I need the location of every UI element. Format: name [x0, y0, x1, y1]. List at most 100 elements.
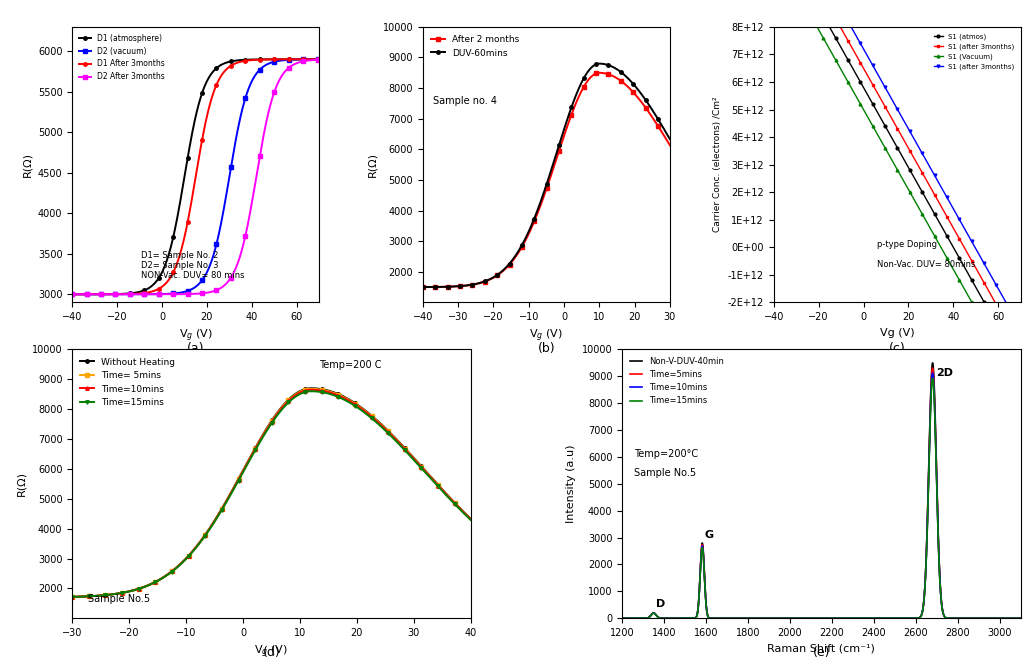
S1 (after 3months) — [887, 116, 899, 124]
Non-V-DUV-40min — [964, 614, 976, 622]
Time=10mins — [367, 414, 379, 422]
Text: Sample no. 4: Sample no. 4 — [433, 96, 497, 106]
S1 (after 3months) — [885, 94, 897, 102]
D2 (vacuum) — [66, 290, 78, 298]
DUV-60mins — [529, 214, 541, 222]
Line: Time=5mins: Time=5mins — [622, 368, 1021, 618]
DUV-60mins — [417, 283, 429, 291]
Text: Temp=200°C: Temp=200°C — [634, 449, 698, 459]
Line: Without Heating: Without Heating — [70, 386, 472, 599]
X-axis label: V$_g$ (V): V$_g$ (V) — [178, 328, 212, 344]
S1 (after 3months) — [1008, 333, 1021, 341]
Time=10mins — [787, 614, 799, 622]
DUV-60mins — [581, 68, 594, 76]
DUV-60mins — [562, 112, 574, 120]
Time=15mins — [246, 451, 259, 459]
Line: S1 (after 3months): S1 (after 3months) — [772, 0, 1022, 349]
Time=10mins — [685, 614, 697, 622]
S1 (Vacuum) — [1008, 374, 1021, 382]
Time=5mins — [787, 614, 799, 622]
S1 (after 3months) — [914, 146, 927, 155]
Time=10mins — [769, 614, 781, 622]
Time=10mins — [964, 614, 976, 622]
Time=10mins — [616, 614, 628, 622]
Time=10mins — [465, 515, 477, 523]
Time= 5mins — [301, 385, 313, 393]
DUV-60mins — [480, 277, 493, 285]
Legend: Without Heating, Time= 5mins, Time=10mins, Time=15mins: Without Heating, Time= 5mins, Time=10min… — [76, 354, 178, 411]
D2 After 3months — [130, 290, 142, 298]
Time=10mins — [333, 392, 345, 400]
S1 (atmos) — [887, 135, 899, 143]
Time=10mins — [927, 369, 939, 377]
X-axis label: V$_g$ (V): V$_g$ (V) — [255, 644, 289, 660]
Time= 5mins — [465, 515, 477, 523]
DUV-60mins — [461, 282, 473, 290]
D2 (vacuum) — [252, 67, 264, 75]
Time=10mins — [777, 614, 790, 622]
After 2 months — [603, 71, 616, 79]
Line: DUV-60mins: DUV-60mins — [422, 62, 671, 289]
Line: D1 After 3months: D1 After 3months — [70, 58, 321, 296]
D2 (vacuum) — [177, 288, 190, 296]
D2 After 3months — [66, 290, 78, 298]
Text: p-type Doping: p-type Doping — [877, 241, 937, 249]
S1 (after 3months) — [1008, 314, 1021, 322]
DUV-60mins — [593, 60, 605, 68]
Text: (a): (a) — [187, 342, 204, 355]
Text: Non-Vac. DUV= 80mins: Non-Vac. DUV= 80mins — [877, 259, 975, 269]
D1 (atmosphere) — [130, 288, 142, 296]
Time= 5mins — [136, 583, 148, 591]
Time=10mins — [1015, 614, 1027, 622]
Y-axis label: Carrier Conc. (electrons) /Cm²: Carrier Conc. (electrons) /Cm² — [713, 97, 722, 233]
After 2 months — [529, 216, 541, 224]
D1 After 3months — [211, 78, 224, 86]
S1 (Vacuum) — [901, 183, 913, 192]
Time=10mins — [662, 614, 674, 622]
X-axis label: Vg (V): Vg (V) — [879, 328, 914, 337]
Line: Time=10mins: Time=10mins — [622, 373, 1021, 618]
D2 After 3months — [109, 290, 122, 298]
Time=5mins — [964, 614, 976, 622]
D2 (vacuum) — [211, 235, 224, 243]
Line: Non-V-DUV-40min: Non-V-DUV-40min — [622, 363, 1021, 618]
Without Heating — [465, 515, 477, 523]
Without Heating — [246, 449, 259, 457]
Y-axis label: R(Ω): R(Ω) — [22, 152, 32, 177]
D1 (atmosphere) — [66, 290, 78, 298]
Time= 5mins — [333, 391, 345, 399]
Without Heating — [66, 593, 78, 601]
Text: D: D — [656, 599, 665, 610]
S1 (after 3months) — [901, 142, 913, 151]
Line: S1 (after 3months): S1 (after 3months) — [772, 0, 1022, 330]
After 2 months — [562, 119, 574, 127]
After 2 months — [480, 277, 493, 285]
S1 (Vacuum) — [970, 306, 983, 314]
Time=5mins — [616, 614, 628, 622]
D1 After 3months — [66, 290, 78, 298]
Line: Time=15mins: Time=15mins — [70, 390, 472, 599]
Text: (c): (c) — [889, 342, 905, 355]
Line: S1 (atmos): S1 (atmos) — [772, 0, 1022, 368]
Text: D1= Sample No. 2
D2= Sample No. 3
NON-Vac. DUV= 80 mins: D1= Sample No. 2 D2= Sample No. 3 NON-Va… — [141, 251, 244, 280]
S1 (Vacuum) — [1015, 385, 1027, 393]
Without Heating — [168, 565, 180, 573]
D1 After 3months — [231, 58, 243, 67]
D2 (vacuum) — [109, 290, 122, 298]
Time=15mins — [964, 614, 976, 622]
Without Heating — [301, 384, 313, 392]
D1 After 3months — [252, 56, 264, 64]
S1 (after 3months) — [970, 265, 983, 273]
S1 (Vacuum) — [914, 207, 927, 215]
S1 (atmos) — [885, 132, 897, 140]
Time=15mins — [136, 583, 148, 591]
S1 (after 3months) — [970, 245, 983, 253]
D2 After 3months — [252, 162, 264, 170]
Time=10mins — [136, 583, 148, 591]
Without Heating — [136, 583, 148, 591]
Time= 5mins — [246, 450, 259, 458]
Time=5mins — [662, 614, 674, 622]
Non-V-DUV-40min — [685, 614, 697, 622]
Time=5mins — [1015, 614, 1027, 622]
Time=15mins — [685, 614, 697, 622]
